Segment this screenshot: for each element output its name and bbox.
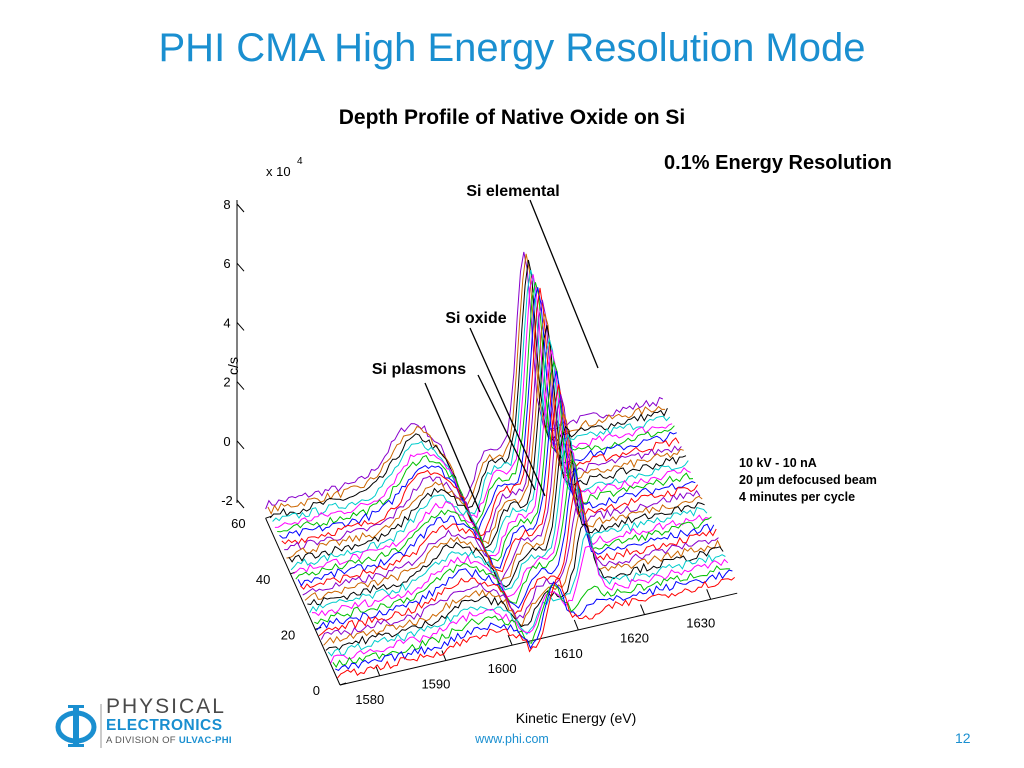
note-line: 4 minutes per cycle [739, 490, 856, 504]
x-tick-label: 1610 [554, 646, 583, 661]
note-line: 10 kV - 10 nA [739, 456, 817, 470]
spectrum-line [267, 253, 666, 515]
note-line: 20 µm defocused beam [739, 473, 877, 487]
x-axis-label: Kinetic Energy (eV) [516, 710, 637, 726]
spectrum-line [286, 313, 684, 559]
spectrum-line [325, 523, 724, 651]
spectrum-line [337, 577, 736, 679]
z-multiplier-label: x 10 [266, 164, 291, 179]
spectrum-line [284, 299, 682, 551]
z-tick [236, 203, 245, 213]
x-tick-label: 1620 [620, 631, 649, 646]
spectrum-line [307, 425, 705, 606]
logo-text: PHYSICAL ELECTRONICS A DIVISION OF ULVAC… [106, 696, 232, 748]
spectrum-line [323, 507, 722, 646]
z-tick [236, 381, 245, 390]
z-tick [236, 262, 245, 272]
x-axis-line [339, 592, 738, 686]
spectrum-line [265, 251, 664, 510]
chart-title: Depth Profile of Native Oxide on Si [338, 106, 686, 129]
x-tick [640, 604, 645, 615]
x-tick [507, 635, 513, 646]
z-tick-label: 0 [223, 434, 230, 449]
z-tick-label: 2 [223, 375, 230, 390]
spectrum-line [320, 493, 719, 640]
annotation-leader [477, 374, 536, 491]
spectrum-line [327, 532, 726, 657]
resolution-label: 0.1% Energy Resolution [664, 152, 892, 174]
y-tick-label: 20 [281, 627, 295, 642]
slide-title: PHI CMA High Energy Resolution Mode [158, 26, 866, 70]
spectrum-line [311, 447, 710, 617]
spectrum-line [334, 569, 733, 672]
z-tick-label: 8 [223, 197, 230, 212]
x-tick [441, 650, 447, 661]
logo-line-1: PHYSICAL [106, 695, 226, 718]
annotations: Si elemental Si oxide Si plasmons [372, 183, 599, 513]
x-tick [375, 665, 381, 677]
spectrum-line [290, 337, 689, 571]
x-tick [706, 589, 712, 600]
acquisition-notes: 10 kV - 10 nA 20 µm defocused beam 4 min… [739, 455, 877, 506]
y-tick-label: 40 [256, 572, 270, 587]
spectrum-line [295, 359, 694, 580]
z-tick-label: 6 [223, 256, 230, 271]
z-tick [236, 440, 245, 450]
x-tick-label: 1630 [686, 615, 715, 630]
spectrum-line [293, 349, 691, 575]
x-tick-label: 1590 [421, 677, 450, 692]
x-tick-label: 1600 [488, 661, 517, 676]
x-tick [573, 619, 579, 631]
z-tick-label: -2 [221, 493, 233, 508]
y-tick-label: 60 [231, 516, 245, 531]
chart-axes: 1580 1590 1600 1610 1620 1630 0 20 40 60 -2 0 2 4 6 8 Ki… [221, 156, 738, 726]
spectrum-line [274, 274, 673, 528]
spectrum-line [316, 467, 715, 631]
z-tick [236, 499, 245, 509]
spectrum-line [314, 458, 712, 625]
y-tick [339, 682, 347, 686]
annotation-label: Si plasmons [372, 361, 466, 378]
y-tick [265, 515, 272, 519]
annotation-leader [424, 382, 481, 513]
spectrum-line [309, 433, 708, 614]
z-tick [236, 322, 245, 331]
y-axis-line [265, 517, 341, 686]
x-tick-label: 1580 [355, 692, 384, 707]
spectrum-line [272, 269, 671, 522]
page-number: 12 [955, 730, 971, 746]
logo-line-3: A DIVISION OF ULVAC-PHI [106, 735, 232, 746]
annotation-leader [529, 199, 599, 369]
spectrum-line [269, 259, 668, 519]
annotation-label: Si elemental [466, 183, 559, 200]
annotation-leader [469, 327, 546, 497]
spectrum-line [288, 325, 687, 563]
annotation-label: Si oxide [445, 310, 506, 327]
phi-logo-mark [55, 704, 102, 748]
spectrum-line [300, 384, 699, 590]
footer-url[interactable]: www.phi.com [475, 732, 549, 746]
spectra-curves [265, 251, 736, 679]
logo-line-2: ELECTRONICS [106, 717, 223, 734]
spectrum-line [330, 545, 729, 664]
z-tick-label: 4 [223, 315, 230, 330]
y-tick-label: 0 [313, 683, 320, 698]
z-multiplier-exponent: 4 [297, 156, 303, 167]
z-axis-label: c/s [225, 357, 241, 375]
spectrum-line [304, 411, 703, 601]
